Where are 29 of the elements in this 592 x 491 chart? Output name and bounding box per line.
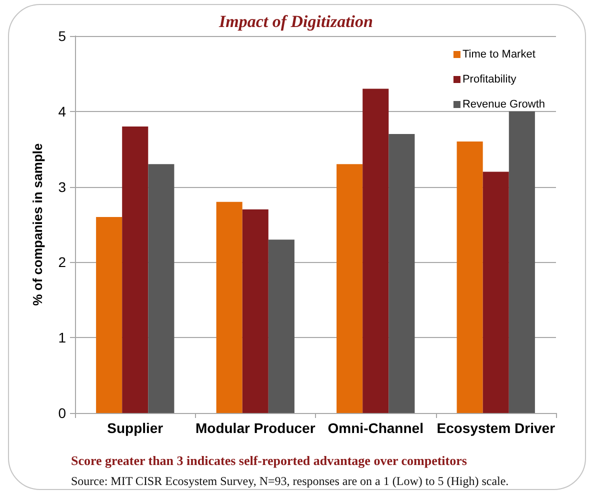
y-tick-label: 0 bbox=[58, 405, 66, 421]
bar bbox=[362, 88, 389, 413]
legend-label: Profitability bbox=[462, 74, 517, 86]
bar bbox=[336, 164, 363, 413]
bar bbox=[242, 209, 268, 413]
bar bbox=[508, 111, 535, 413]
bar bbox=[122, 126, 148, 413]
bar bbox=[388, 134, 415, 413]
x-tick-label: Omni-Channel bbox=[328, 420, 424, 436]
x-tick-label: Ecosystem Driver bbox=[436, 420, 556, 436]
x-tick-label: Supplier bbox=[107, 420, 164, 436]
source-note: Source: MIT CISR Ecosystem Survey, N=93, responses are on a 1 (Low) to 5 (High) scale. bbox=[71, 474, 509, 488]
y-tick-label: 5 bbox=[58, 28, 66, 44]
bar bbox=[216, 202, 242, 413]
y-tick-label: 2 bbox=[58, 254, 66, 270]
bar bbox=[96, 216, 122, 413]
y-tick-label: 3 bbox=[58, 178, 66, 195]
x-tick-label: Modular Producer bbox=[195, 420, 316, 436]
y-axis-title: % of companies in sample bbox=[30, 143, 45, 306]
legend-label: Revenue Growth bbox=[462, 98, 546, 110]
bar bbox=[482, 172, 509, 413]
y-tick-label: 1 bbox=[58, 330, 66, 346]
chart-title: Impact of Digitization bbox=[218, 12, 373, 31]
y-tick-label: 4 bbox=[58, 103, 66, 120]
bar bbox=[268, 240, 294, 413]
bar bbox=[456, 142, 483, 413]
legend-label: Time to Market bbox=[462, 48, 536, 60]
bar bbox=[148, 164, 174, 413]
text: Score greater than 3 indicates self-reported advantage over competitors bbox=[71, 453, 467, 468]
